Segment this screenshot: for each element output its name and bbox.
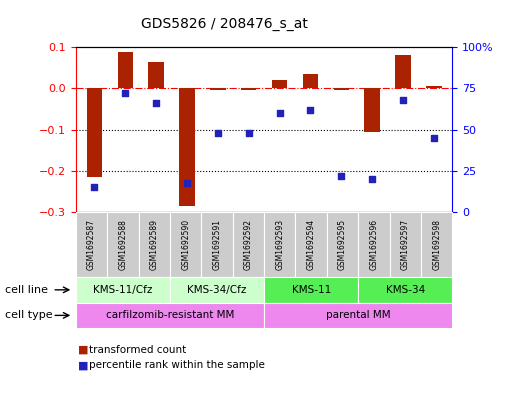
Point (430, 135, 438, 141)
Bar (179, 88, 195, 206)
Bar (272, 80, 287, 88)
Point (399, 97, 407, 103)
Point (276, 110, 284, 116)
Bar (365, 88, 380, 132)
Text: GSM1692592: GSM1692592 (244, 219, 253, 270)
Text: percentile rank within the sample: percentile rank within the sample (89, 360, 265, 371)
Bar (241, 88, 256, 90)
Text: GDS5826 / 208476_s_at: GDS5826 / 208476_s_at (141, 17, 309, 31)
Point (183, 179, 191, 185)
Text: ■: ■ (78, 345, 89, 355)
Point (121, 90, 129, 97)
Point (90, 184, 98, 191)
Text: carfilzomib-resistant MM: carfilzomib-resistant MM (106, 310, 234, 320)
Text: GSM1692591: GSM1692591 (212, 219, 222, 270)
Bar (334, 88, 349, 90)
Bar (118, 52, 133, 88)
Bar (149, 62, 164, 88)
Point (244, 130, 253, 136)
Text: cell line: cell line (5, 285, 48, 295)
Text: parental MM: parental MM (326, 310, 391, 320)
Text: KMS-34/Cfz: KMS-34/Cfz (187, 285, 247, 295)
Bar (426, 86, 441, 88)
Text: GSM1692597: GSM1692597 (401, 219, 410, 270)
Text: KMS-11: KMS-11 (291, 285, 331, 295)
Point (337, 173, 346, 179)
Point (152, 100, 160, 107)
Text: cell type: cell type (5, 310, 53, 320)
Text: KMS-34: KMS-34 (385, 285, 425, 295)
Point (368, 176, 377, 182)
Bar (395, 55, 411, 88)
Text: GSM1692588: GSM1692588 (118, 219, 128, 270)
Text: GSM1692587: GSM1692587 (87, 219, 96, 270)
Text: GSM1692590: GSM1692590 (181, 219, 190, 270)
Bar (87, 88, 102, 177)
Text: GSM1692594: GSM1692594 (306, 219, 316, 270)
Text: transformed count: transformed count (89, 345, 186, 355)
Text: GSM1692589: GSM1692589 (150, 219, 159, 270)
Point (306, 107, 315, 113)
Text: KMS-11/Cfz: KMS-11/Cfz (93, 285, 153, 295)
Text: GSM1692598: GSM1692598 (432, 219, 441, 270)
Text: ■: ■ (78, 360, 89, 371)
Text: GSM1692593: GSM1692593 (275, 219, 285, 270)
Bar (210, 88, 225, 90)
Point (213, 130, 222, 136)
Text: GSM1692596: GSM1692596 (369, 219, 379, 270)
Text: GSM1692595: GSM1692595 (338, 219, 347, 270)
Bar (303, 74, 318, 88)
